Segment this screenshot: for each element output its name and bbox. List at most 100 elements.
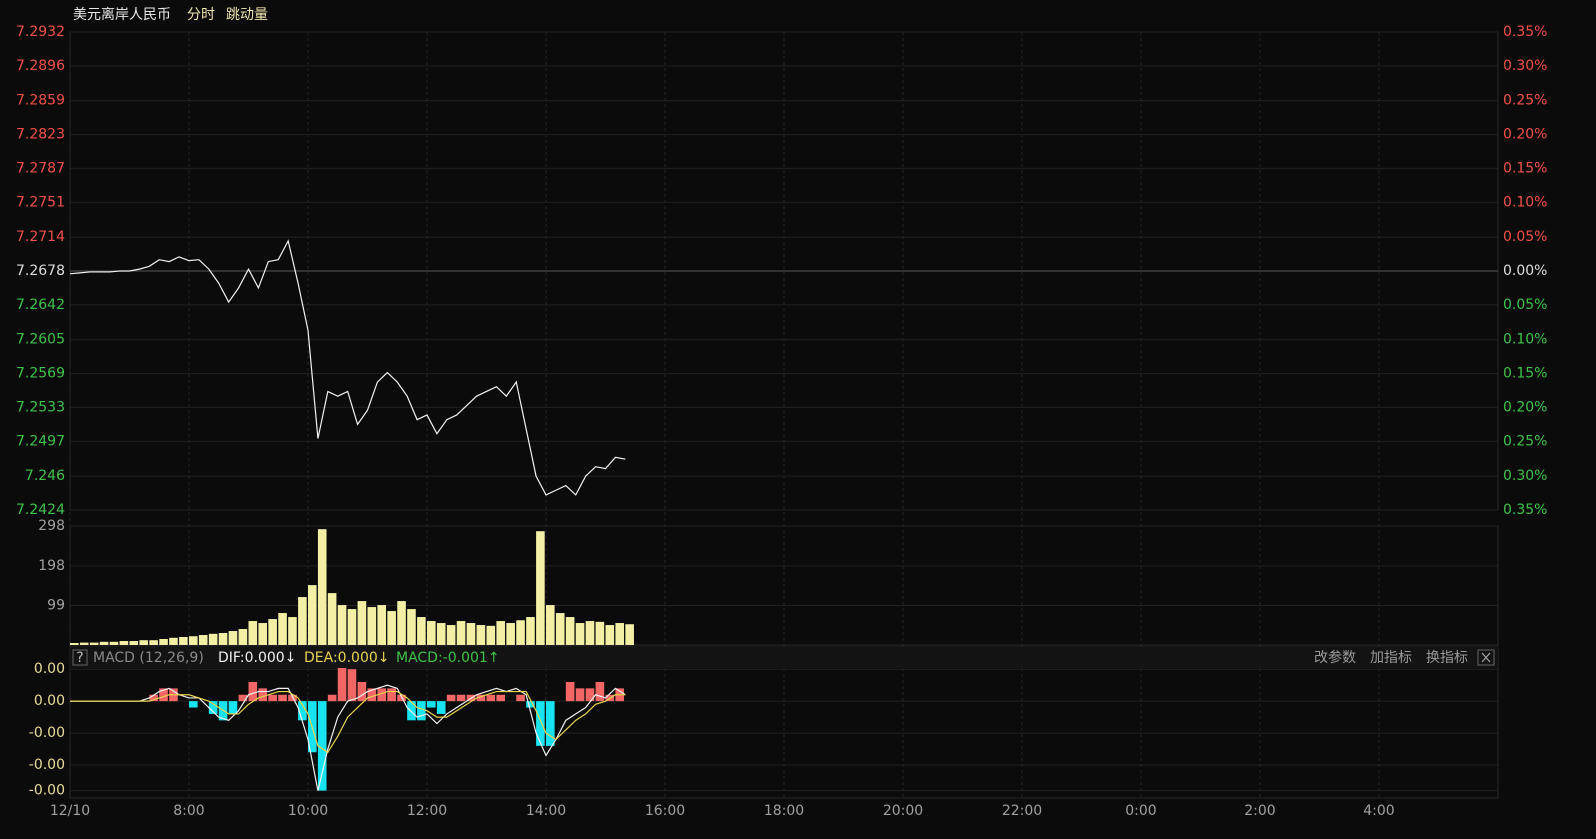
y2-tick-label: 0.10% <box>1503 331 1547 347</box>
y-tick-label: 7.2859 <box>16 93 65 109</box>
y2-tick-label: 0.35% <box>1503 502 1547 518</box>
y-tick-label: -0.00 <box>29 783 65 799</box>
volume-bar <box>119 641 129 645</box>
volume-bar <box>496 621 506 645</box>
button[interactable]: 换指标 <box>1426 649 1468 666</box>
macd-bar <box>546 701 555 746</box>
y-tick-label: 7.2678 <box>16 263 65 279</box>
volume-bar <box>575 623 585 645</box>
volume-bar <box>456 621 466 645</box>
volume-bar <box>268 619 277 645</box>
button[interactable]: 加指标 <box>1370 650 1412 666</box>
volume-bar <box>476 625 486 645</box>
volume-bar <box>397 601 406 645</box>
y2-tick-label: 0.25% <box>1503 434 1547 450</box>
volume-bar <box>446 625 456 645</box>
macd-bar <box>357 681 367 702</box>
y2-tick-label: 0.20% <box>1503 126 1547 142</box>
volume-bar <box>486 625 496 645</box>
dif-readout: DIF:0.000↓ <box>218 650 296 666</box>
volume-bar <box>238 629 248 645</box>
macd-bar <box>526 701 535 708</box>
volume-bar <box>466 623 476 645</box>
volume-bar <box>70 643 79 645</box>
macd-bar <box>536 701 545 746</box>
volume-bar <box>89 642 99 645</box>
macd-bar <box>516 694 525 702</box>
y2-tick-label: 0.35% <box>1503 24 1547 40</box>
indicator-title: MACD (12,26,9) <box>93 650 204 666</box>
help-box[interactable] <box>72 649 88 666</box>
volume-bar <box>595 621 605 645</box>
y-tick-label: -0.00 <box>29 757 65 773</box>
x-tick-label: 8:00 <box>173 803 204 819</box>
x-tick-label: 4:00 <box>1363 803 1394 819</box>
volume-bar <box>189 636 198 645</box>
y-tick-label: 7.2605 <box>16 332 65 348</box>
volume-bar <box>258 623 268 645</box>
x-tick-label: 12:00 <box>407 803 447 819</box>
dea-readout: DEA:0.000↓ <box>304 650 389 666</box>
help-icon[interactable]: ? <box>76 650 83 666</box>
x-tick-label: 0:00 <box>1125 803 1156 819</box>
volume-bar <box>288 617 297 645</box>
macd-bar <box>317 701 327 791</box>
y-tick-label: 7.2751 <box>16 194 65 210</box>
volume-bar <box>367 607 377 645</box>
macd-bar <box>476 694 486 702</box>
y-tick-label: 198 <box>38 558 65 574</box>
macd-bar <box>436 701 446 714</box>
y2-tick-label: 0.00% <box>1503 263 1547 279</box>
macd-bar <box>456 694 466 702</box>
volume-bar <box>99 641 109 645</box>
tick-volume-tab[interactable]: 跳动量 <box>226 7 268 23</box>
x-tick-label: 16:00 <box>645 803 685 819</box>
y2-tick-label: 0.15% <box>1503 365 1547 381</box>
macd-bar <box>367 688 377 702</box>
close-icon[interactable] <box>1481 652 1491 663</box>
macd-bar <box>565 681 575 702</box>
volume-bar <box>427 621 436 645</box>
macd-readout: MACD:-0.001↑ <box>396 650 500 666</box>
x-tick-label: 2:00 <box>1244 803 1275 819</box>
y-tick-label: 7.2896 <box>16 58 65 74</box>
volume-bar <box>218 633 228 645</box>
macd-bar <box>248 681 258 702</box>
close-box[interactable] <box>1477 649 1495 666</box>
macd-bar <box>446 694 456 702</box>
y-tick-label: 7.2424 <box>16 502 65 518</box>
grid-layer: 12/10 8:00 10:00 12:00 14:00 16:00 18:00 20:00 2… <box>16 24 1547 819</box>
x-tick-label: 14:00 <box>526 803 566 819</box>
close-button[interactable] <box>1477 649 1495 666</box>
macd-bar <box>337 662 347 702</box>
volume-bar <box>347 609 357 645</box>
volume-bar <box>129 641 139 645</box>
macd-bar <box>298 701 307 721</box>
macd-bar <box>278 694 287 702</box>
volume-bar <box>387 611 396 645</box>
volume-bar <box>436 623 446 645</box>
symbol-title: 美元离岸人民币 <box>73 6 171 23</box>
y-tick-label: 99 <box>47 597 65 613</box>
x-tick-label: 20:00 <box>883 803 923 819</box>
y2-tick-label: 0.30% <box>1503 58 1547 74</box>
macd-bar <box>268 694 277 702</box>
volume-bar <box>228 631 238 645</box>
y-tick-label: 7.2932 <box>16 24 65 40</box>
button[interactable]: 改参数 <box>1314 649 1356 666</box>
volume-bar <box>546 605 555 645</box>
volume-bar <box>317 529 327 645</box>
y-tick-label: 7.2823 <box>16 127 65 143</box>
macd-bar <box>585 688 595 702</box>
macd-bar <box>347 669 357 702</box>
macd-bar <box>427 701 436 708</box>
volume-bar <box>536 531 545 645</box>
volume-bar <box>79 642 89 645</box>
mode-tab[interactable]: 分时 <box>187 7 215 23</box>
y2-tick-label: 0.15% <box>1503 161 1547 177</box>
y-tick-label: 298 <box>38 518 65 534</box>
y2-tick-label: 0.25% <box>1503 92 1547 108</box>
y-tick-label: 7.2533 <box>16 399 65 415</box>
macd-bar <box>575 688 585 702</box>
macd-bar <box>159 688 168 702</box>
